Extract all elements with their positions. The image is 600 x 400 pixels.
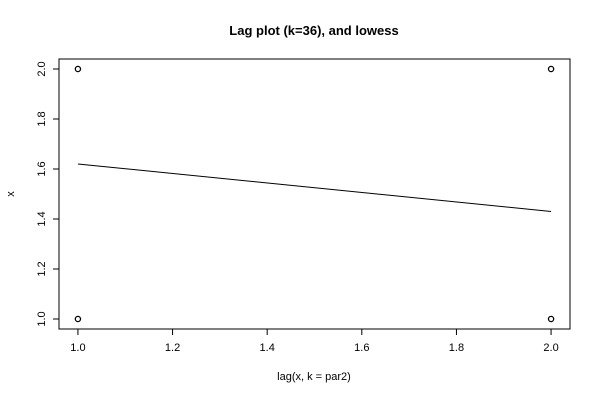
- y-tick-label: 1.2: [36, 261, 48, 276]
- chart-title: Lag plot (k=36), and lowess: [229, 23, 398, 38]
- y-tick-label: 2.0: [36, 61, 48, 76]
- y-tick-label: 1.6: [36, 161, 48, 176]
- scatter-point: [547, 315, 555, 323]
- x-tick-label: 1.6: [354, 342, 369, 354]
- scatter-point: [74, 315, 82, 323]
- x-tick-label: 1.0: [70, 342, 85, 354]
- x-axis: 1.0 1.2 1.4 1.6 1.8 2.0: [70, 328, 559, 354]
- x-tick-label: 1.4: [260, 342, 275, 354]
- y-tick-label: 1.8: [36, 111, 48, 126]
- x-tick-label: 1.2: [165, 342, 180, 354]
- x-tick-label: 1.8: [449, 342, 464, 354]
- lowess-series: [77, 163, 552, 212]
- scatter-point: [74, 65, 82, 73]
- scatter-point: [547, 65, 555, 73]
- x-tick-label: 2.0: [543, 342, 558, 354]
- x-axis-label: lag(x, k = par2): [277, 371, 351, 383]
- y-tick-label: 1.4: [36, 211, 48, 226]
- y-axis-label: x: [5, 191, 17, 197]
- lowess-line: [77, 163, 552, 212]
- y-tick-label: 1.0: [36, 311, 48, 326]
- scatter-series: [74, 65, 555, 323]
- y-axis: 1.0 1.2 1.4 1.6 1.8 2.0: [36, 61, 60, 327]
- plot-frame: [58, 58, 571, 330]
